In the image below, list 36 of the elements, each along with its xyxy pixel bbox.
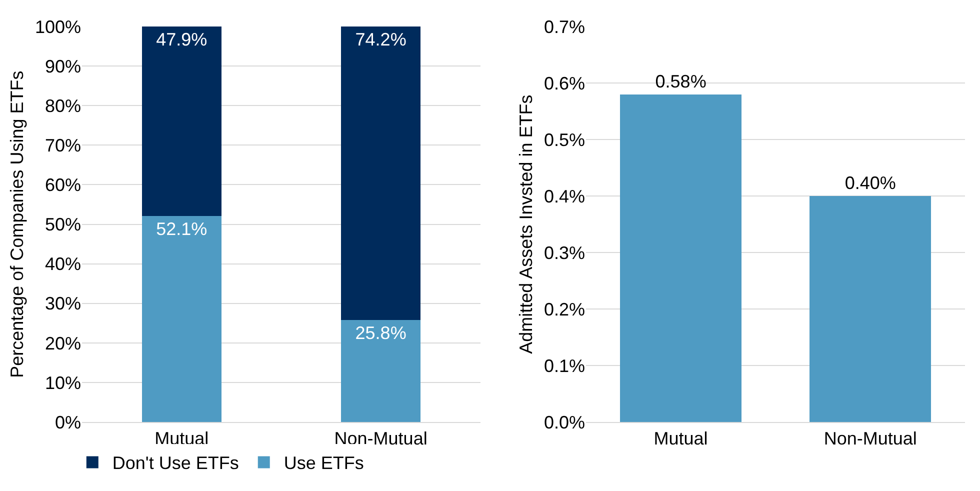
y-tick-label: 0.2% [544,299,585,320]
bar [340,26,421,320]
y-tick-label: 0.1% [544,356,585,376]
y-tick-label: 40% [44,254,81,274]
y-tick-label: 0.7% [544,16,585,37]
legend-label: Don't Use ETFs [112,453,239,474]
y-tick-label: 0.6% [544,73,585,94]
data-label: 52.1% [156,218,208,239]
legend-label: Use ETFs [284,453,364,474]
y-tick-label: 20% [44,333,81,354]
data-label: 47.9% [156,29,208,50]
x-tick-label: Mutual [654,428,708,449]
y-tick-label: 50% [44,214,81,235]
y-tick-label: 0.5% [544,130,585,150]
y-tick-label: 70% [44,135,81,156]
data-label: 74.2% [355,29,406,50]
y-tick-label: 30% [44,294,81,314]
y-tick-label: 0.3% [544,242,585,263]
y-axis-title: Percentage of Companies Using ETFs [7,70,28,378]
data-label: 25.8% [355,323,406,344]
x-tick-label: Non-Mutual [824,428,917,449]
y-tick-label: 100% [34,16,81,37]
y-tick-label: 80% [44,96,81,116]
y-tick-label: 10% [44,372,81,393]
y-tick-label: 0.4% [544,186,585,206]
data-label: 0.40% [844,173,896,194]
x-tick-label: Non-Mutual [334,428,428,449]
bar [142,216,222,422]
bar [340,320,421,422]
bar [142,26,222,216]
y-tick-label: 0.0% [544,412,585,432]
y-tick-label: 60% [44,175,81,196]
y-tick-label: 0% [54,412,81,432]
data-label: 0.58% [655,71,706,92]
y-tick-label: 90% [44,56,81,76]
y-axis-title: Admitted Assets Invsted in ETFs [516,94,536,354]
